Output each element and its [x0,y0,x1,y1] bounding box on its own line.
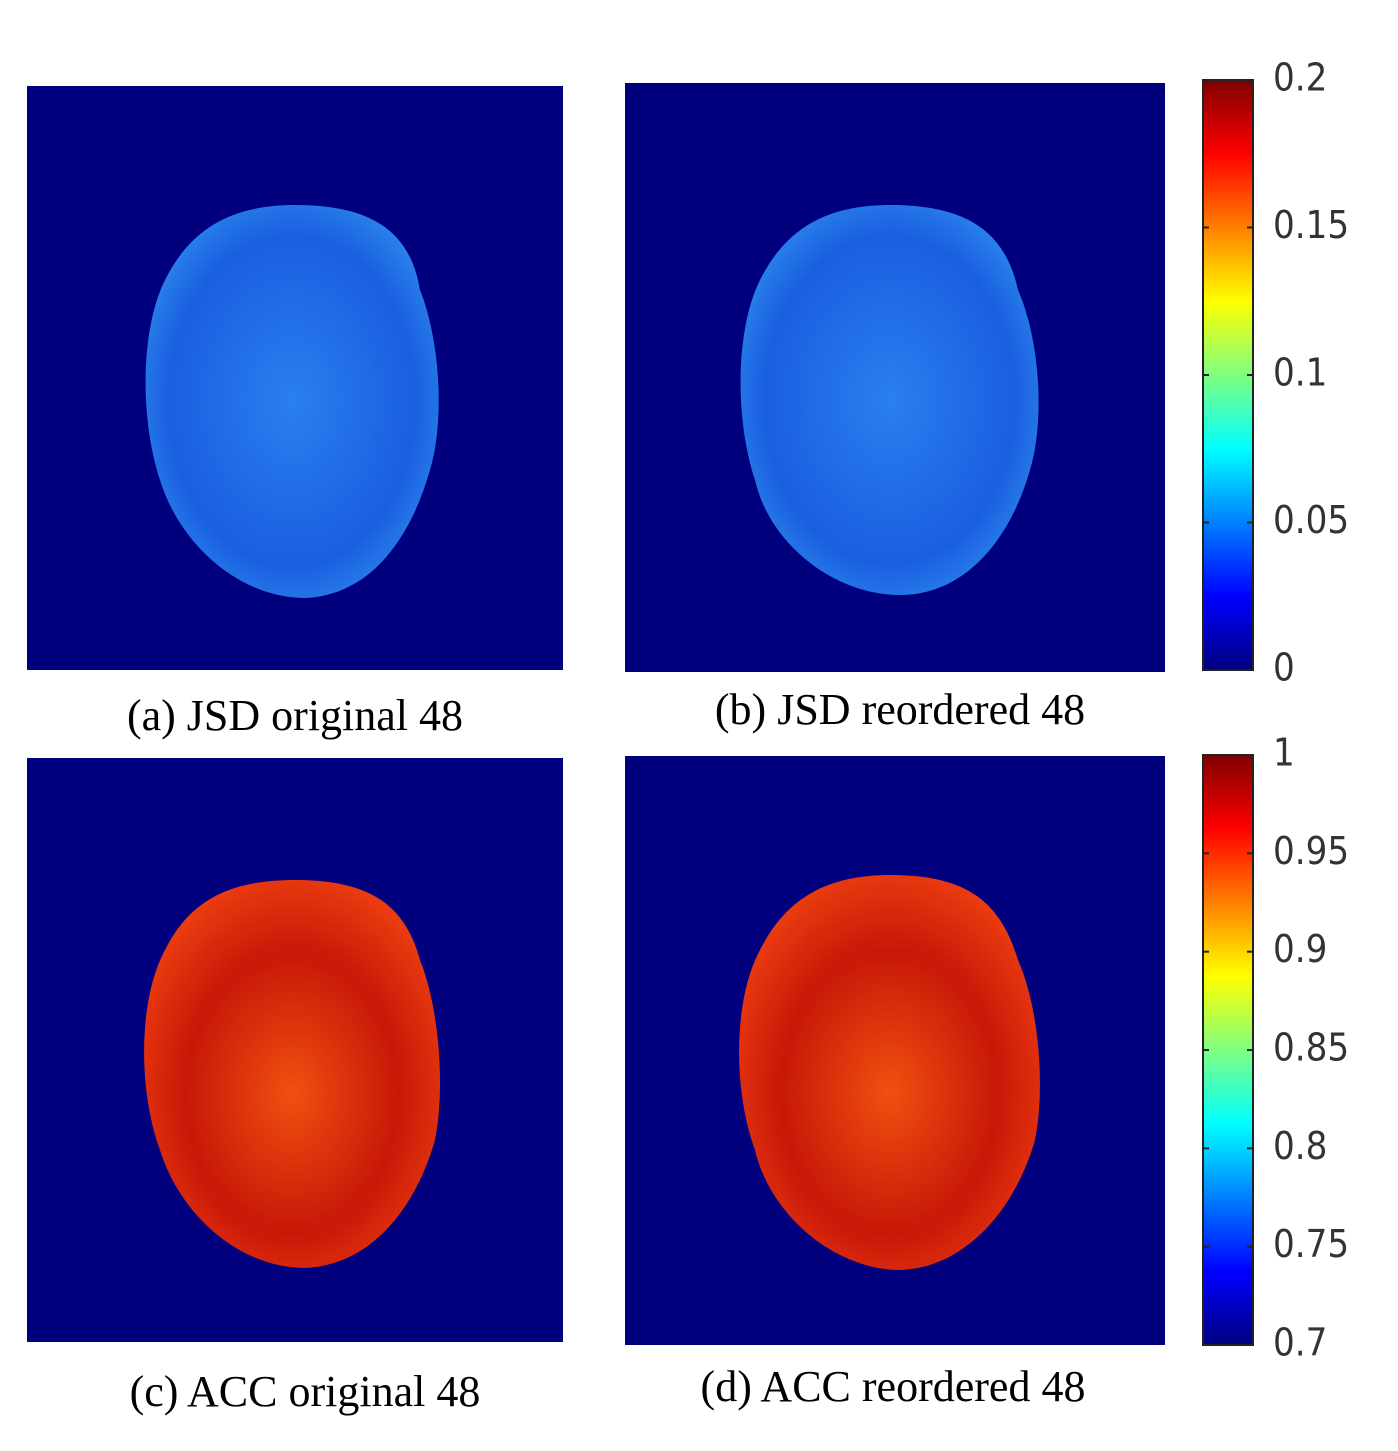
tick-label: 1 [1273,731,1295,775]
brain-d [739,875,1040,1270]
tick-label: 0.2 [1273,56,1327,100]
caption: (c) ACC original 48 [130,1367,481,1416]
brain-a [145,205,439,598]
tick-label: 0.8 [1273,1124,1327,1168]
colorbar [1202,754,1254,1346]
brain-b [740,205,1039,595]
tick-label: 0.75 [1273,1222,1349,1266]
panel-images [27,83,1165,1345]
tick-label: 0.85 [1273,1026,1349,1070]
tick-label: 0 [1273,646,1295,690]
tick-label: 0.1 [1273,351,1327,395]
tick-label: 0.05 [1273,498,1349,542]
tick-label: 0.95 [1273,829,1349,873]
caption: (b) JSD reordered 48 [715,685,1085,734]
tick-label: 0.7 [1273,1321,1327,1365]
tick-label: 0.15 [1273,203,1349,247]
brain-c [144,880,440,1268]
caption: (d) ACC reordered 48 [701,1362,1086,1411]
caption: (a) JSD original 48 [127,691,463,740]
tick-label: 0.9 [1273,927,1327,971]
colorbar [1202,79,1254,671]
